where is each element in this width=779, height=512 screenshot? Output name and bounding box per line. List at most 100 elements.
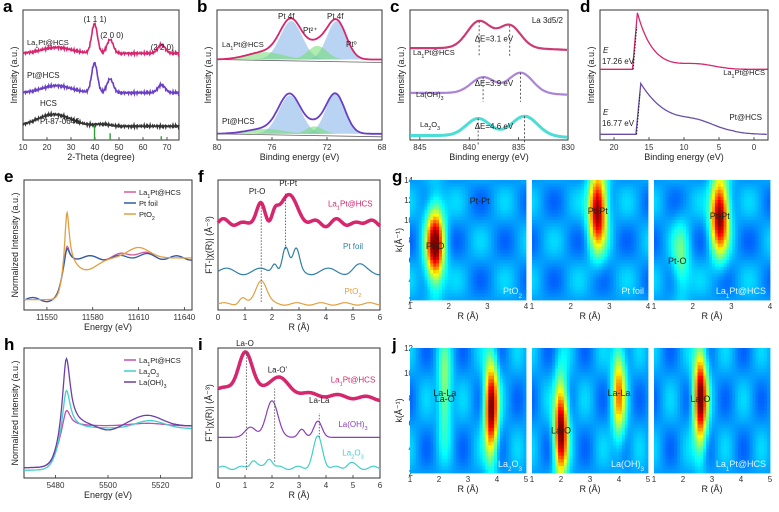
heat-cell <box>433 236 437 241</box>
heat-cell <box>590 223 594 228</box>
heat-cell <box>688 220 693 224</box>
heat-cell <box>656 280 661 284</box>
heat-cell <box>680 266 684 271</box>
heat-cell <box>494 280 498 284</box>
heat-cell <box>685 203 690 208</box>
heat-cell <box>729 186 733 191</box>
heat-cell <box>703 213 707 218</box>
heat-cell <box>746 246 751 251</box>
heat-cell <box>746 203 751 208</box>
heat-cell <box>494 213 498 218</box>
heat-cell <box>569 263 573 268</box>
heat-cell <box>584 293 588 298</box>
heat-cell <box>415 382 420 387</box>
heat-cell <box>743 266 748 271</box>
heat-cell <box>732 246 736 251</box>
heat-cell <box>685 180 690 184</box>
heat-cell <box>703 240 707 244</box>
heat-cell <box>410 372 414 377</box>
heat-cell <box>450 296 454 301</box>
heat-cell <box>584 183 588 188</box>
heat-cell <box>732 273 736 278</box>
heat-cell <box>601 260 605 264</box>
x-tick-label: 1 <box>408 302 413 311</box>
heat-cell <box>505 270 509 274</box>
heat-cell <box>415 424 420 429</box>
heat-cell <box>723 266 727 271</box>
heat-cell <box>436 407 440 411</box>
series-La1Pt@HCS <box>217 17 382 61</box>
heat-cell <box>439 223 443 228</box>
heat-cell <box>412 459 417 463</box>
heat-cell <box>497 190 501 194</box>
heat-cell <box>575 250 579 254</box>
heat-cell <box>752 190 756 194</box>
heat-cell <box>752 186 756 191</box>
heat-cell <box>505 226 509 231</box>
heat-cell <box>479 210 483 214</box>
heat-cell <box>752 243 756 248</box>
heat-cell <box>412 379 417 384</box>
heat-cell <box>441 407 446 411</box>
heat-cell <box>473 233 478 238</box>
heat-cell <box>598 216 602 221</box>
heat-cell <box>714 263 719 268</box>
heat-cell <box>430 400 434 404</box>
heat-cell <box>439 250 443 254</box>
heat-cell <box>654 180 658 184</box>
heat-cell <box>738 270 742 274</box>
heat-cell <box>712 253 716 258</box>
heat-cell <box>616 216 620 221</box>
heat-cell <box>508 243 512 248</box>
heat-cell <box>746 220 751 224</box>
heat-cell <box>758 216 762 221</box>
heat-cell <box>662 183 666 188</box>
heat-cell <box>473 260 478 264</box>
heat-cell <box>680 196 684 201</box>
heat-cell <box>627 240 631 244</box>
heat-cell <box>410 348 414 352</box>
heat-cell <box>720 186 724 191</box>
heat-cell <box>732 233 736 238</box>
heat-cell <box>738 263 742 268</box>
heat-cell <box>566 283 571 288</box>
heat-cell <box>508 240 512 244</box>
heat-cell <box>595 230 600 234</box>
heat-cell <box>537 203 542 208</box>
heat-cell <box>569 240 573 244</box>
heat-cell <box>421 448 425 453</box>
heat-cell <box>659 276 664 281</box>
heat-cell <box>665 196 669 201</box>
heat-cell <box>444 250 449 254</box>
heat-cell <box>601 216 605 221</box>
heat-cell <box>517 220 521 224</box>
heat-cell <box>418 455 422 460</box>
x-tick-label: 70 <box>163 143 172 152</box>
heat-cell <box>479 183 483 188</box>
heat-cell <box>424 290 428 294</box>
heat-cell <box>476 296 480 301</box>
heat-cell <box>636 263 640 268</box>
heat-cell <box>561 193 565 198</box>
heat-cell <box>738 260 742 264</box>
heat-cell <box>619 266 623 271</box>
heat-cell <box>729 256 733 261</box>
heat-cell <box>703 266 707 271</box>
heat-cell <box>415 270 420 274</box>
heat-cell <box>697 180 701 184</box>
heat-cell <box>723 243 727 248</box>
heat-cell <box>485 276 489 281</box>
heat-cell <box>630 260 634 264</box>
heat-cell <box>592 290 597 294</box>
heat-cell <box>514 180 518 184</box>
heat-cell <box>680 296 684 301</box>
heat-cell <box>453 256 457 261</box>
heat-cell <box>619 183 623 188</box>
heat-cell <box>427 462 431 467</box>
heat-cell <box>601 253 605 258</box>
heat-cell <box>415 375 420 380</box>
heat-cell <box>427 250 431 254</box>
heat-cell <box>604 186 608 191</box>
y-axis-label: FT-|χ(R)| (Å⁻³) <box>204 216 214 274</box>
heat-cell <box>645 193 649 198</box>
